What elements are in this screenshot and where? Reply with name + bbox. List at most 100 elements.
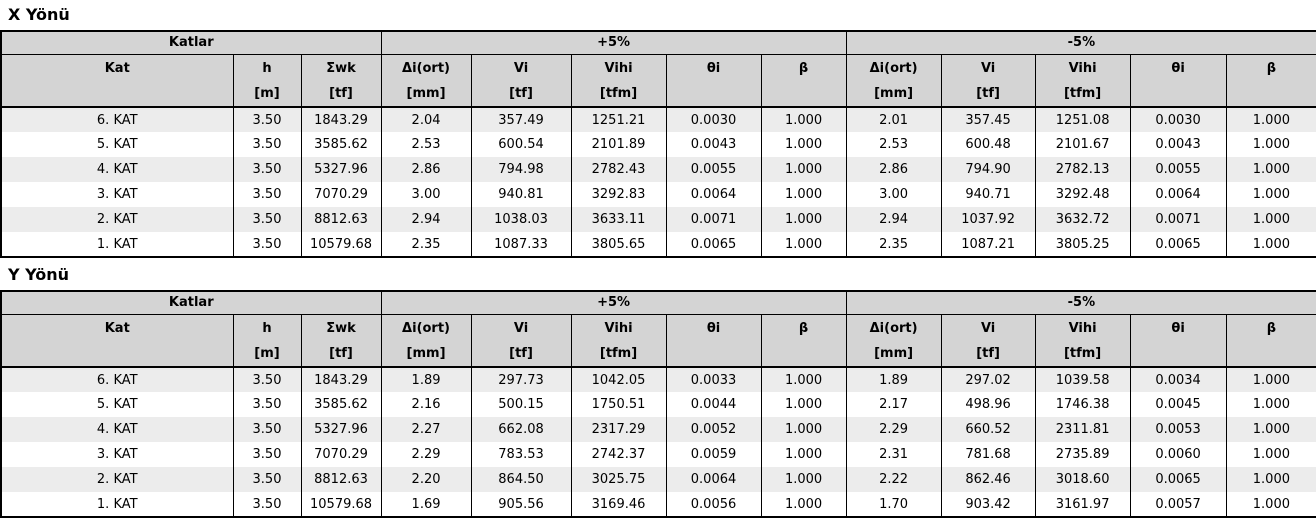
table-row: 4. KAT 3.50 5327.96 2.27 662.08 2317.29 0.0052… [0, 417, 1316, 442]
cell-kat: 3. KAT [0, 442, 234, 467]
table-row: 1. KAT 3.50 10579.68 1.69 905.56 3169.46 0.005… [0, 492, 1316, 517]
table-row: 1. KAT 3.50 10579.68 2.35 1087.33 3805.65 0.00… [0, 232, 1316, 257]
cell-kat: 5. KAT [0, 132, 234, 157]
group-header-minus5: -5% [845, 290, 1316, 315]
cell-plus5-theta-i: 0.0071 [665, 207, 762, 232]
cell-minus5-theta-i: 0.0071 [1129, 207, 1227, 232]
column-header-plus5-theta-i: θi [665, 53, 762, 108]
cell-minus5-delta-i-ort: 2.29 [845, 417, 942, 442]
cell-plus5-beta: 1.000 [760, 107, 847, 132]
column-header-minus5-vi: Vi [tf] [940, 313, 1036, 368]
cell-swk: 10579.68 [300, 492, 382, 517]
cell-minus5-delta-i-ort: 1.89 [845, 367, 942, 392]
cell-minus5-vihi: 2782.13 [1034, 157, 1131, 182]
cell-plus5-vi: 600.54 [470, 132, 572, 157]
x-direction-table: Katlar +5% -5% Kat h [m] Σwk [tf] Δi(ort) [mm] Vi[… [0, 30, 1316, 258]
cell-plus5-vi: 662.08 [470, 417, 572, 442]
cell-minus5-vi: 498.96 [940, 392, 1036, 417]
cell-plus5-delta-i-ort: 2.20 [380, 467, 472, 492]
cell-minus5-vihi: 3018.60 [1034, 467, 1131, 492]
cell-kat: 1. KAT [0, 232, 234, 257]
column-header-plus5-vi: Vi [tf] [470, 53, 572, 108]
cell-minus5-beta: 1.000 [1225, 182, 1316, 207]
cell-swk: 1843.29 [300, 367, 382, 392]
cell-minus5-beta: 1.000 [1225, 232, 1316, 257]
cell-minus5-beta: 1.000 [1225, 132, 1316, 157]
cell-minus5-delta-i-ort: 2.86 [845, 157, 942, 182]
column-header-plus5-theta-i: θi [665, 313, 762, 368]
y-direction-title: Y Yönü [8, 265, 70, 284]
cell-minus5-delta-i-ort: 3.00 [845, 182, 942, 207]
cell-plus5-theta-i: 0.0030 [665, 107, 762, 132]
cell-plus5-delta-i-ort: 3.00 [380, 182, 472, 207]
column-header-minus5-theta-i: θi [1129, 313, 1227, 368]
cell-swk: 8812.63 [300, 467, 382, 492]
cell-plus5-beta: 1.000 [760, 417, 847, 442]
cell-plus5-vi: 297.73 [470, 367, 572, 392]
column-header-plus5-beta: β [760, 313, 847, 368]
cell-swk: 1843.29 [300, 107, 382, 132]
cell-kat: 1. KAT [0, 492, 234, 517]
cell-plus5-delta-i-ort: 2.86 [380, 157, 472, 182]
cell-h: 3.50 [232, 182, 302, 207]
cell-plus5-beta: 1.000 [760, 207, 847, 232]
cell-kat: 2. KAT [0, 467, 234, 492]
cell-plus5-vi: 940.81 [470, 182, 572, 207]
column-header-kat: Kat [0, 313, 234, 368]
cell-plus5-theta-i: 0.0052 [665, 417, 762, 442]
table-row: 3. KAT 3.50 7070.29 2.29 783.53 2742.37 0.0059… [0, 442, 1316, 467]
cell-minus5-vi: 660.52 [940, 417, 1036, 442]
cell-minus5-beta: 1.000 [1225, 207, 1316, 232]
cell-minus5-vihi: 3292.48 [1034, 182, 1131, 207]
cell-minus5-beta: 1.000 [1225, 417, 1316, 442]
column-header-minus5-delta-i-ort: Δi(ort) [mm] [845, 313, 942, 368]
cell-minus5-theta-i: 0.0057 [1129, 492, 1227, 517]
cell-minus5-theta-i: 0.0055 [1129, 157, 1227, 182]
cell-h: 3.50 [232, 232, 302, 257]
cell-minus5-beta: 1.000 [1225, 442, 1316, 467]
cell-plus5-beta: 1.000 [760, 232, 847, 257]
column-header-minus5-delta-i-ort: Δi(ort) [mm] [845, 53, 942, 108]
column-header-plus5-vihi: Vihi [tfm] [570, 53, 667, 108]
cell-minus5-theta-i: 0.0065 [1129, 232, 1227, 257]
table-row: 6. KAT 3.50 1843.29 2.04 357.49 1251.21 0.0030… [0, 107, 1316, 132]
cell-swk: 7070.29 [300, 442, 382, 467]
cell-swk: 8812.63 [300, 207, 382, 232]
cell-h: 3.50 [232, 392, 302, 417]
cell-minus5-vi: 781.68 [940, 442, 1036, 467]
cell-plus5-vihi: 3169.46 [570, 492, 667, 517]
column-header-minus5-beta: β [1225, 313, 1316, 368]
column-header-kat: Kat [0, 53, 234, 108]
cell-minus5-vi: 600.48 [940, 132, 1036, 157]
cell-plus5-vihi: 2742.37 [570, 442, 667, 467]
group-header-plus5: +5% [380, 30, 847, 55]
cell-plus5-vi: 864.50 [470, 467, 572, 492]
cell-minus5-delta-i-ort: 2.22 [845, 467, 942, 492]
cell-h: 3.50 [232, 132, 302, 157]
column-header-plus5-delta-i-ort: Δi(ort) [mm] [380, 53, 472, 108]
cell-kat: 5. KAT [0, 392, 234, 417]
cell-minus5-vihi: 3632.72 [1034, 207, 1131, 232]
cell-minus5-vi: 1087.21 [940, 232, 1036, 257]
cell-swk: 5327.96 [300, 157, 382, 182]
cell-minus5-delta-i-ort: 2.17 [845, 392, 942, 417]
cell-minus5-vi: 903.42 [940, 492, 1036, 517]
cell-minus5-vihi: 3161.97 [1034, 492, 1131, 517]
cell-h: 3.50 [232, 367, 302, 392]
cell-plus5-vihi: 3805.65 [570, 232, 667, 257]
cell-minus5-theta-i: 0.0043 [1129, 132, 1227, 157]
column-header-plus5-vihi: Vihi [tfm] [570, 313, 667, 368]
cell-minus5-delta-i-ort: 2.31 [845, 442, 942, 467]
group-header-katlar: Katlar [0, 290, 382, 315]
cell-kat: 6. KAT [0, 367, 234, 392]
cell-plus5-vihi: 1042.05 [570, 367, 667, 392]
y-direction-table: Katlar +5% -5% Kat h [m] Σwk [tf] Δi(ort) [mm] Vi[… [0, 290, 1316, 518]
column-header-swk: Σwk [tf] [300, 313, 382, 368]
y-direction-section: Y Yönü Katlar +5% -5% Kat h [m] Σwk [tf] Δi(ort)… [0, 260, 1316, 518]
cell-minus5-delta-i-ort: 2.35 [845, 232, 942, 257]
cell-plus5-beta: 1.000 [760, 442, 847, 467]
cell-plus5-theta-i: 0.0059 [665, 442, 762, 467]
cell-plus5-beta: 1.000 [760, 492, 847, 517]
cell-minus5-vihi: 1039.58 [1034, 367, 1131, 392]
cell-swk: 3585.62 [300, 132, 382, 157]
